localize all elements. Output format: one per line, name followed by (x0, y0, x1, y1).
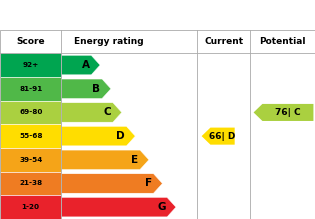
Text: Energy rating: Energy rating (74, 37, 144, 46)
Polygon shape (61, 126, 135, 146)
Text: 76| C: 76| C (275, 108, 301, 117)
Polygon shape (61, 198, 176, 217)
Text: F: F (145, 178, 152, 189)
Text: G: G (157, 202, 165, 212)
Text: 81-91: 81-91 (19, 86, 42, 92)
Text: Energy Efficiency Rating: Energy Efficiency Rating (8, 8, 170, 21)
Polygon shape (61, 174, 162, 193)
Text: 1-20: 1-20 (22, 204, 40, 210)
Text: 66| D: 66| D (209, 132, 236, 141)
Text: 55-68: 55-68 (19, 133, 43, 139)
Bar (0, 172, 61, 195)
Polygon shape (202, 128, 235, 145)
Bar (0, 77, 61, 101)
Bar (0, 124, 61, 148)
Bar (0, 148, 61, 172)
Text: Potential: Potential (260, 37, 306, 46)
Text: A: A (82, 60, 90, 70)
Bar (0, 53, 61, 77)
Text: 69-80: 69-80 (19, 110, 43, 115)
Text: E: E (131, 155, 138, 165)
Text: 39-54: 39-54 (19, 157, 42, 163)
Text: C: C (104, 108, 111, 117)
Text: Score: Score (16, 37, 45, 46)
Text: 92+: 92+ (23, 62, 39, 68)
Polygon shape (61, 103, 122, 122)
Text: Current: Current (204, 37, 243, 46)
Polygon shape (61, 79, 111, 99)
Polygon shape (61, 150, 149, 170)
Bar (0, 101, 61, 124)
Text: 21-38: 21-38 (19, 180, 42, 187)
Text: D: D (116, 131, 125, 141)
Polygon shape (254, 104, 313, 121)
Text: B: B (93, 84, 100, 94)
Bar (0, 195, 61, 219)
Polygon shape (61, 55, 100, 75)
